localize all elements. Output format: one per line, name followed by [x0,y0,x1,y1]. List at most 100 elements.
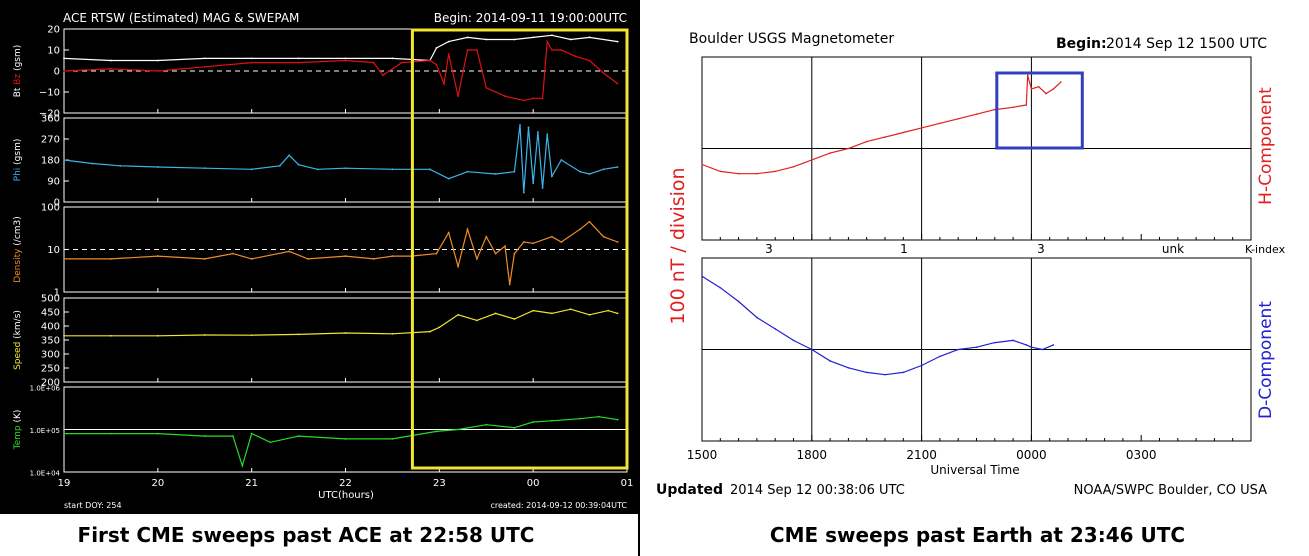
ace-point-speed [297,333,300,336]
ace-panel-frame [63,117,628,203]
ace-point-phi [297,163,300,166]
ace-point-phi [602,168,605,171]
ace-point-speed [569,308,572,311]
ace-y-tick-label: 300 [41,350,60,361]
ace-point-density [344,255,347,257]
boulder-point-d_component [737,300,740,303]
boulder-point-d_component [902,371,905,374]
boulder-point-h_component [920,127,923,129]
ace-point-density [494,252,497,255]
ace-y-axis-label: Bt Bz (gsm) [13,45,23,98]
ace-y-tick-label: 180 [41,156,60,167]
ace-point-bz [63,70,65,72]
boulder-point-d_component [975,346,978,349]
ace-point-temp [616,418,619,421]
ace-point-phi [551,175,553,178]
ace-point-bz [485,86,488,89]
boulder-h-component-label: H-Component [1256,87,1276,205]
ace-point-density [466,228,469,231]
boulder-point-h_component [1026,74,1029,77]
boulder-begin-label: Begin: [1056,36,1107,52]
boulder-point-h_component [1030,88,1033,90]
ace-y-axis-label-part: Bt [13,87,23,97]
ace-point-density [307,258,309,260]
ace-point-phi [203,167,206,170]
boulder-x-tick-label: 2100 [906,448,937,462]
boulder-x-tick-label: 1500 [687,448,718,462]
ace-point-temp [110,432,112,435]
ace-point-bz [156,70,159,72]
ace-point-density [110,258,112,260]
boulder-y-scale-label: 100 nT / division [667,167,689,324]
ace-point-temp [203,435,206,437]
ace-y-tick-label: 500 [41,294,60,305]
boulder-point-d_component [1041,348,1044,351]
ace-x-tick-label: 01 [621,478,634,489]
ace-point-phi [288,154,291,157]
ace-point-bz [522,99,525,102]
boulder-x-tick-label: 0000 [1016,448,1047,462]
boulder-point-h_component [994,108,996,111]
boulder-point-h_component [1025,104,1028,106]
boulder-point-d_component [1030,346,1033,349]
boulder-point-h_component [957,117,959,120]
boulder-point-d_component [1025,344,1028,346]
ace-point-density [588,220,591,223]
ace-x-tick-label: 20 [151,478,164,489]
ace-y-tick-label: 350 [41,336,60,347]
ace-point-temp [250,432,253,435]
ace-point-temp [485,423,488,426]
ace-point-bt [532,36,535,39]
ace-point-bt [551,34,553,37]
ace-point-speed [532,309,535,312]
ace-point-speed [616,312,619,315]
boulder-point-d_component [811,348,813,351]
ace-point-speed [156,334,159,337]
ace-point-bt [63,57,65,60]
ace-point-bt [447,40,450,43]
ace-y-tick-label: 20 [47,25,60,36]
boulder-series-d_component [701,275,1054,376]
ace-y-tick-label: −20 [39,109,60,120]
ace-point-phi [447,177,450,180]
boulder-point-h_component [774,170,776,173]
boulder-point-h_component [719,170,722,173]
boulder-point-d_component [756,316,758,319]
ace-point-density [435,252,438,255]
ace-y-tick-label: 250 [41,364,60,375]
ace-y-axis-label-part: Speed [13,342,23,370]
ace-y-tick-label: 1 [54,288,60,299]
ace-point-density [232,252,234,255]
ace-point-phi [579,170,581,173]
boulder-point-d_component [719,286,722,289]
boulder-point-h_component [829,152,831,154]
ace-point-density [616,241,619,243]
ace-series-temp [64,416,618,468]
ace-point-bz [504,95,506,98]
ace-point-density [372,258,375,260]
ace-point-bz [574,55,577,58]
ace-chart-title: ACE RTSW (Estimated) MAG & SWEPAM [63,11,299,25]
ace-x-tick-label: 00 [527,478,540,489]
ace-x-tick-label: 23 [433,478,446,489]
ace-point-bz [616,82,619,85]
ace-point-bz [546,40,549,43]
boulder-k-index-value: 1 [900,242,908,256]
ace-point-phi [391,168,394,171]
ace-point-speed [475,319,478,322]
ace-x-axis-label: UTC(hours) [318,490,374,501]
boulder-point-d_component [865,371,868,374]
ace-created-timestamp: created: 2014-09-12 00:39:04UTC [490,501,627,510]
ace-point-phi [513,170,516,173]
ace-point-bz [447,53,450,56]
ace-point-bt [616,40,619,43]
caption-ace: First CME sweeps past ACE at 22:58 UTC [77,523,535,547]
ace-point-speed [457,313,459,316]
ace-point-bt [513,38,516,41]
ace-y-tick-label: 90 [47,177,60,188]
ace-point-phi [429,168,431,171]
panel-divider [638,0,640,556]
ace-x-tick-label: 21 [245,478,258,489]
ace-point-phi [156,166,159,168]
ace-point-density [475,258,478,260]
